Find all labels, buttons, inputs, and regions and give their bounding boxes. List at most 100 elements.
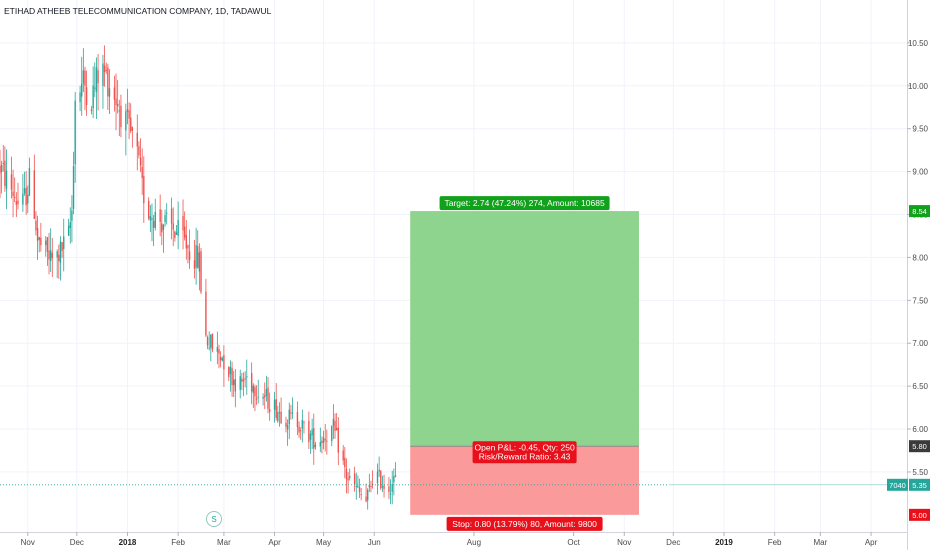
candle-body bbox=[82, 70, 85, 84]
stop-label[interactable] bbox=[446, 516, 603, 531]
candle-body bbox=[376, 471, 379, 483]
candle-body bbox=[187, 245, 189, 249]
candle-body bbox=[12, 191, 14, 197]
candle-body bbox=[120, 105, 122, 128]
candle-body bbox=[107, 67, 109, 97]
candle-body bbox=[208, 347, 210, 349]
candle-body bbox=[285, 422, 287, 427]
candle-body bbox=[211, 333, 214, 350]
candle-body bbox=[27, 194, 29, 204]
candle-body bbox=[314, 444, 317, 448]
price-tick-label: 6.00 bbox=[912, 425, 928, 434]
pnl-label[interactable] bbox=[472, 441, 577, 464]
candle-body bbox=[97, 70, 99, 84]
position-labels[interactable]: Target: 2.74 (47.24%) 274, Amount: 10685… bbox=[439, 196, 610, 531]
risk-reward-text: Risk/Reward Ratio: 3.43 bbox=[479, 452, 571, 462]
candle-body bbox=[255, 398, 258, 400]
candle-body bbox=[368, 485, 371, 488]
target-label[interactable] bbox=[439, 196, 610, 211]
candle-body bbox=[128, 110, 130, 119]
time-tick-label: Dec bbox=[666, 538, 680, 547]
time-tick-label: Mar bbox=[217, 538, 231, 547]
candle-body bbox=[231, 368, 233, 386]
candle-body bbox=[334, 420, 336, 431]
candle-body bbox=[48, 250, 50, 260]
time-tick-label: 2019 bbox=[715, 538, 733, 547]
candle-body bbox=[288, 409, 290, 425]
candle-body bbox=[342, 450, 344, 461]
candle-body bbox=[139, 157, 142, 166]
time-tick-label: Nov bbox=[617, 538, 631, 547]
candle-body bbox=[319, 442, 322, 447]
target-price-tag bbox=[909, 205, 930, 218]
candle-body bbox=[159, 209, 161, 222]
candle-body bbox=[141, 167, 143, 178]
candle-body bbox=[172, 223, 174, 230]
candle-body bbox=[175, 232, 178, 235]
candle-body bbox=[264, 395, 266, 398]
candle-body bbox=[278, 411, 281, 414]
candle-body bbox=[223, 355, 225, 370]
candle-body bbox=[311, 429, 313, 436]
candle-body bbox=[74, 100, 76, 165]
candle-body bbox=[218, 349, 220, 354]
candle-body bbox=[210, 334, 212, 348]
candle-body bbox=[303, 422, 305, 424]
candle-body bbox=[85, 87, 88, 106]
candle-body bbox=[195, 245, 197, 268]
candle-body bbox=[2, 163, 4, 165]
candle-body bbox=[67, 225, 70, 236]
time-axis[interactable]: Nov Dec 2018 Feb Mar Apr May Jun Aug Oct Nov Dec 201… bbox=[21, 532, 878, 547]
candle-body bbox=[61, 242, 63, 251]
candle-body bbox=[108, 88, 111, 97]
candle-body bbox=[360, 494, 362, 496]
price-tick-label: 10.50 bbox=[908, 39, 929, 48]
profit-zone[interactable] bbox=[410, 211, 639, 447]
candle-body bbox=[177, 219, 179, 236]
candle-body bbox=[296, 412, 299, 428]
marker[interactable]: S bbox=[206, 511, 222, 527]
candle-body bbox=[280, 411, 282, 424]
candle-body bbox=[349, 476, 351, 479]
split-marker-icon[interactable] bbox=[206, 511, 222, 527]
candle-body bbox=[246, 376, 248, 378]
candle-body bbox=[154, 211, 156, 228]
position-tool[interactable] bbox=[410, 211, 639, 515]
candle-body bbox=[391, 484, 393, 492]
candle-body bbox=[136, 132, 138, 147]
stop-label-text: Stop: 0.80 (13.79%) 80, Amount: 9800 bbox=[452, 519, 597, 529]
candle-body bbox=[49, 250, 52, 262]
candle-body bbox=[326, 440, 328, 442]
candle-body bbox=[46, 237, 49, 252]
price-tick-label: 10.00 bbox=[908, 82, 929, 91]
candle-body bbox=[170, 208, 173, 224]
candle-body bbox=[355, 485, 357, 487]
candle-body bbox=[0, 165, 1, 174]
candle-body bbox=[84, 70, 86, 86]
candle-body bbox=[116, 103, 119, 107]
candle-body bbox=[185, 235, 188, 249]
stop-price-tag-text: 5.00 bbox=[912, 511, 927, 520]
last-price-countdown-tag-text: 7040 bbox=[889, 481, 906, 490]
last-price-tag-text: 5.35 bbox=[912, 481, 927, 490]
candles bbox=[0, 45, 397, 510]
candle-body bbox=[308, 420, 310, 443]
candle-body bbox=[286, 424, 289, 430]
time-tick-label: Apr bbox=[268, 538, 281, 547]
candle-body bbox=[58, 254, 60, 262]
split-marker-label: S bbox=[211, 515, 216, 524]
candle-body bbox=[197, 246, 199, 268]
candle-body bbox=[45, 240, 47, 246]
candle-body bbox=[92, 85, 94, 109]
entry-price-tag-text: 5.80 bbox=[912, 442, 927, 451]
candle-body bbox=[381, 486, 384, 488]
candle-body bbox=[40, 237, 42, 246]
pnl-label-text: Open P&L: -0.45, Qty: 250 bbox=[475, 443, 575, 453]
candle-body bbox=[267, 387, 269, 409]
candle-body bbox=[347, 478, 349, 481]
candle-body bbox=[113, 87, 116, 100]
candle-body bbox=[14, 197, 16, 199]
candle-body bbox=[125, 111, 127, 131]
candle-body bbox=[265, 389, 268, 397]
